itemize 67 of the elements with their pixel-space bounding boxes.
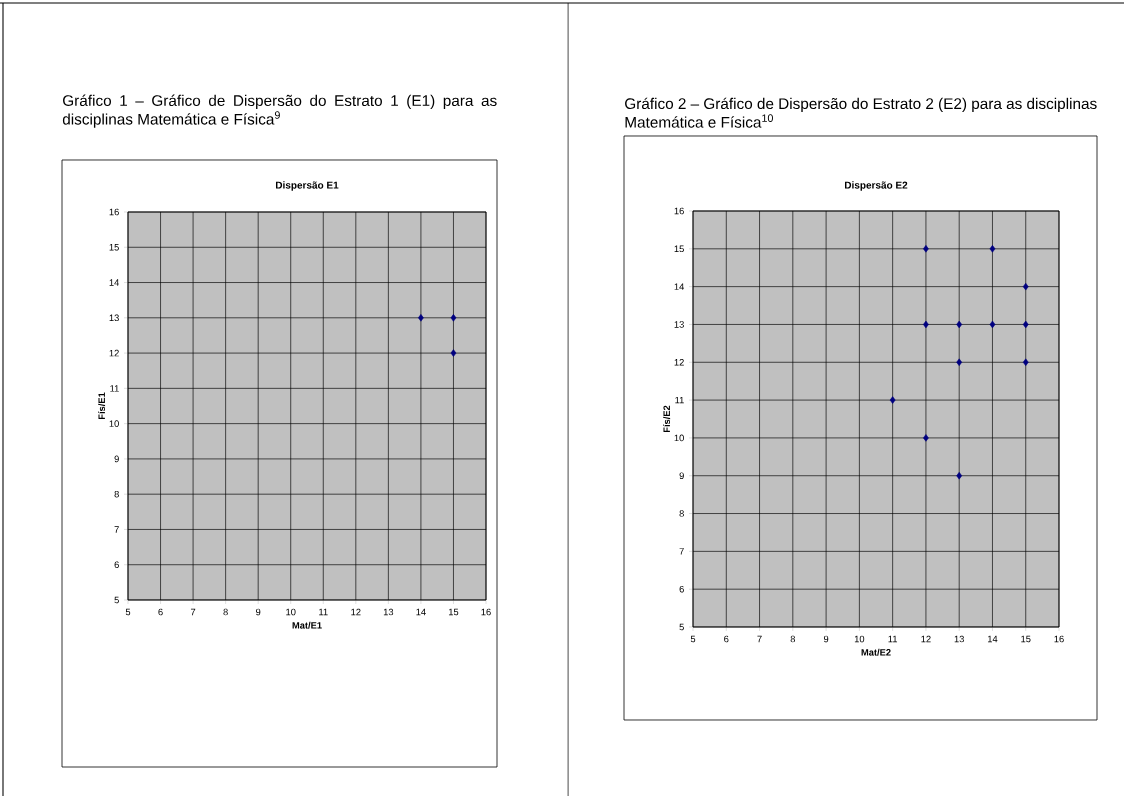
x-tick-label: 13 (383, 608, 394, 616)
x-tick-label: 13 (954, 635, 964, 643)
y-tick-label: 6 (679, 585, 684, 593)
y-tick-label: 5 (114, 596, 119, 604)
y-tick-label: 9 (679, 472, 684, 480)
x-tick-label: 10 (854, 635, 865, 643)
y-tick-label: 14 (109, 279, 120, 286)
x-tick-label: 7 (757, 635, 762, 643)
x-tick-label: 16 (1054, 635, 1064, 643)
y-tick-label: 8 (679, 510, 684, 517)
point (956, 471, 963, 480)
x-tick-label: 6 (724, 635, 729, 643)
x-tick-label: 12 (351, 608, 361, 616)
point (956, 358, 963, 367)
point (923, 245, 929, 253)
y-tick-label: 14 (674, 283, 685, 290)
y-tick-label: 10 (674, 434, 684, 442)
point (1022, 358, 1029, 367)
x-axis-title: Mat/E1 (292, 621, 322, 629)
chart-subtitle: Dispersão E1 (275, 181, 339, 191)
y-tick-label: 16 (109, 208, 119, 216)
point (1022, 320, 1029, 329)
chart-title: Gráfico 1 – Gráfico de Dispersão do Estrato 1 (E1) para as disciplinas Matemática e Física$^{9}$ (62, 94, 497, 128)
y-tick-label: 6 (114, 561, 119, 569)
y-tick-label: 11 (675, 396, 684, 404)
x-tick-label: 12 (921, 635, 931, 643)
x-tick-label: 11 (319, 608, 328, 616)
y-tick-label: 7 (679, 548, 684, 555)
x-tick-label: 14 (987, 635, 998, 643)
point (989, 320, 996, 329)
x-tick-label: 14 (416, 608, 426, 616)
x-tick-label: 5 (690, 635, 696, 643)
point (1022, 282, 1029, 291)
y-tick-label: 15 (674, 245, 684, 253)
y-tick-label: 9 (114, 455, 119, 463)
y-tick-label: 15 (109, 244, 119, 251)
x-tick-label: 15 (1021, 635, 1031, 643)
point (923, 434, 929, 442)
y-tick-label: 8 (114, 490, 119, 498)
x-tick-label: 10 (286, 608, 296, 616)
y-axis-title: Fís/E1 (98, 392, 106, 420)
chart-subtitle: Dispersão E2 (845, 181, 908, 191)
y-tick-label: 13 (109, 314, 119, 322)
x-tick-label: 5 (125, 608, 131, 616)
y-axis-title: Fís/E2 (663, 405, 671, 433)
x-tick-label: 9 (823, 635, 829, 643)
y-tick-label: 13 (674, 321, 684, 328)
x-tick-label: 6 (158, 608, 163, 616)
x-axis-title: Mat/E2 (861, 648, 891, 656)
y-tick-label: 7 (114, 526, 119, 533)
y-tick-label: 12 (674, 359, 684, 366)
y-tick-label: 10 (109, 420, 119, 427)
y-tick-label: 11 (110, 385, 119, 392)
y-tick-label: 16 (674, 207, 684, 215)
x-tick-label: 8 (223, 608, 228, 616)
point (889, 396, 896, 404)
x-tick-label: 15 (448, 608, 459, 616)
point (989, 245, 996, 253)
y-tick-label: 12 (109, 349, 119, 357)
x-tick-label: 11 (888, 635, 898, 643)
x-tick-label: 9 (256, 608, 261, 616)
chart-title: Gráfico 2 – Gráfico de Dispersão do Estrato 2 (E2) para as disciplinas Matemática e Física$^{10}$ (625, 97, 1097, 128)
x-tick-label: 8 (790, 635, 796, 643)
point (956, 320, 963, 329)
x-tick-label: 16 (481, 608, 491, 616)
x-tick-label: 7 (190, 608, 196, 616)
y-tick-label: 5 (679, 623, 684, 631)
